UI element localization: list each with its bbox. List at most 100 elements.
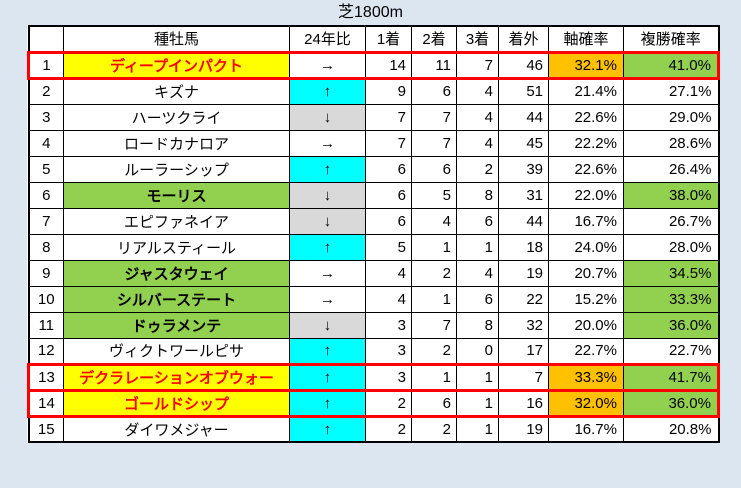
- rank-cell[interactable]: 1: [27, 50, 64, 80]
- win-count-cell[interactable]: 3: [365, 337, 412, 365]
- unplaced-count-cell[interactable]: 22: [498, 285, 549, 313]
- sire-name-cell[interactable]: ルーラーシップ: [63, 155, 290, 183]
- win-count-cell[interactable]: 6: [365, 207, 412, 235]
- header-second-place[interactable]: 2着: [411, 25, 457, 53]
- place-rate-cell[interactable]: 29.0%: [623, 103, 719, 131]
- place-rate-cell[interactable]: 38.0%: [623, 181, 719, 209]
- header-unplaced[interactable]: 着外: [498, 25, 549, 53]
- sire-name-cell[interactable]: ゴールドシップ: [63, 388, 290, 418]
- trend-arrow-cell[interactable]: ↑: [289, 362, 366, 392]
- axis-rate-cell[interactable]: 21.4%: [548, 77, 624, 105]
- rank-cell[interactable]: 10: [28, 285, 64, 313]
- rank-cell[interactable]: 11: [28, 311, 64, 339]
- unplaced-count-cell[interactable]: 45: [498, 129, 549, 157]
- unplaced-count-cell[interactable]: 31: [498, 181, 549, 209]
- sire-name-cell[interactable]: ハーツクライ: [63, 103, 290, 131]
- sire-name-cell[interactable]: ロードカナロア: [63, 129, 290, 157]
- axis-rate-cell[interactable]: 16.7%: [548, 415, 624, 443]
- rank-cell[interactable]: 6: [28, 181, 64, 209]
- sire-name-cell[interactable]: デクラレーションオブウォー: [63, 362, 290, 392]
- header-third-place[interactable]: 3着: [456, 25, 499, 53]
- third-count-cell[interactable]: 2: [456, 155, 499, 183]
- sire-name-cell[interactable]: キズナ: [63, 77, 290, 105]
- axis-rate-cell[interactable]: 22.2%: [548, 129, 624, 157]
- unplaced-count-cell[interactable]: 39: [498, 155, 549, 183]
- rank-cell[interactable]: 12: [28, 337, 64, 365]
- axis-rate-cell[interactable]: 20.7%: [548, 259, 624, 287]
- axis-rate-cell[interactable]: 16.7%: [548, 207, 624, 235]
- unplaced-count-cell[interactable]: 32: [498, 311, 549, 339]
- rank-cell[interactable]: 15: [28, 415, 64, 443]
- third-count-cell[interactable]: 4: [456, 77, 499, 105]
- rank-cell[interactable]: 14: [27, 388, 64, 418]
- axis-rate-cell[interactable]: 32.1%: [548, 50, 624, 80]
- unplaced-count-cell[interactable]: 7: [498, 362, 549, 392]
- axis-rate-cell[interactable]: 32.0%: [548, 388, 624, 418]
- second-count-cell[interactable]: 7: [411, 103, 457, 131]
- win-count-cell[interactable]: 5: [365, 233, 412, 261]
- sire-name-cell[interactable]: エピファネイア: [63, 207, 290, 235]
- trend-arrow-cell[interactable]: ↑: [289, 233, 366, 261]
- third-count-cell[interactable]: 1: [456, 362, 499, 392]
- place-rate-cell[interactable]: 26.7%: [623, 207, 719, 235]
- rank-cell[interactable]: 4: [28, 129, 64, 157]
- place-rate-cell[interactable]: 34.5%: [623, 259, 719, 287]
- second-count-cell[interactable]: 11: [411, 50, 457, 80]
- second-count-cell[interactable]: 6: [411, 388, 457, 418]
- third-count-cell[interactable]: 4: [456, 259, 499, 287]
- place-rate-cell[interactable]: 36.0%: [623, 311, 719, 339]
- trend-arrow-cell[interactable]: →: [289, 285, 366, 313]
- axis-rate-cell[interactable]: 24.0%: [548, 233, 624, 261]
- third-count-cell[interactable]: 1: [456, 233, 499, 261]
- sire-name-cell[interactable]: ドゥラメンテ: [63, 311, 290, 339]
- axis-rate-cell[interactable]: 22.6%: [548, 155, 624, 183]
- win-count-cell[interactable]: 7: [365, 129, 412, 157]
- header-rank[interactable]: [28, 25, 64, 53]
- sire-name-cell[interactable]: ディープインパクト: [63, 50, 290, 80]
- axis-rate-cell[interactable]: 22.0%: [548, 181, 624, 209]
- sire-name-cell[interactable]: リアルスティール: [63, 233, 290, 261]
- place-rate-cell[interactable]: 41.7%: [623, 362, 720, 392]
- sire-name-cell[interactable]: ヴィクトワールピサ: [63, 337, 290, 365]
- third-count-cell[interactable]: 6: [456, 285, 499, 313]
- win-count-cell[interactable]: 14: [365, 50, 412, 80]
- win-count-cell[interactable]: 4: [365, 285, 412, 313]
- trend-arrow-cell[interactable]: ↓: [289, 207, 366, 235]
- unplaced-count-cell[interactable]: 46: [498, 50, 549, 80]
- second-count-cell[interactable]: 4: [411, 207, 457, 235]
- unplaced-count-cell[interactable]: 18: [498, 233, 549, 261]
- header-trend-vs-2024[interactable]: 24年比: [289, 25, 366, 53]
- unplaced-count-cell[interactable]: 19: [498, 415, 549, 443]
- unplaced-count-cell[interactable]: 19: [498, 259, 549, 287]
- third-count-cell[interactable]: 8: [456, 181, 499, 209]
- second-count-cell[interactable]: 1: [411, 285, 457, 313]
- unplaced-count-cell[interactable]: 44: [498, 207, 549, 235]
- axis-rate-cell[interactable]: 33.3%: [548, 362, 624, 392]
- sire-name-cell[interactable]: モーリス: [63, 181, 290, 209]
- third-count-cell[interactable]: 1: [456, 415, 499, 443]
- unplaced-count-cell[interactable]: 17: [498, 337, 549, 365]
- third-count-cell[interactable]: 4: [456, 103, 499, 131]
- second-count-cell[interactable]: 1: [411, 362, 457, 392]
- second-count-cell[interactable]: 2: [411, 337, 457, 365]
- trend-arrow-cell[interactable]: ↑: [289, 155, 366, 183]
- trend-arrow-cell[interactable]: ↓: [289, 181, 366, 209]
- trend-arrow-cell[interactable]: ↑: [289, 415, 366, 443]
- third-count-cell[interactable]: 1: [456, 388, 499, 418]
- second-count-cell[interactable]: 7: [411, 129, 457, 157]
- second-count-cell[interactable]: 5: [411, 181, 457, 209]
- trend-arrow-cell[interactable]: →: [289, 129, 366, 157]
- axis-rate-cell[interactable]: 20.0%: [548, 311, 624, 339]
- trend-arrow-cell[interactable]: →: [289, 50, 366, 80]
- win-count-cell[interactable]: 3: [365, 311, 412, 339]
- place-rate-cell[interactable]: 20.8%: [623, 415, 719, 443]
- rank-cell[interactable]: 3: [28, 103, 64, 131]
- trend-arrow-cell[interactable]: ↓: [289, 103, 366, 131]
- header-first-place[interactable]: 1着: [365, 25, 412, 53]
- place-rate-cell[interactable]: 27.1%: [623, 77, 719, 105]
- trend-arrow-cell[interactable]: ↑: [289, 77, 366, 105]
- trend-arrow-cell[interactable]: →: [289, 259, 366, 287]
- sire-name-cell[interactable]: シルバーステート: [63, 285, 290, 313]
- place-rate-cell[interactable]: 41.0%: [623, 50, 720, 80]
- rank-cell[interactable]: 5: [28, 155, 64, 183]
